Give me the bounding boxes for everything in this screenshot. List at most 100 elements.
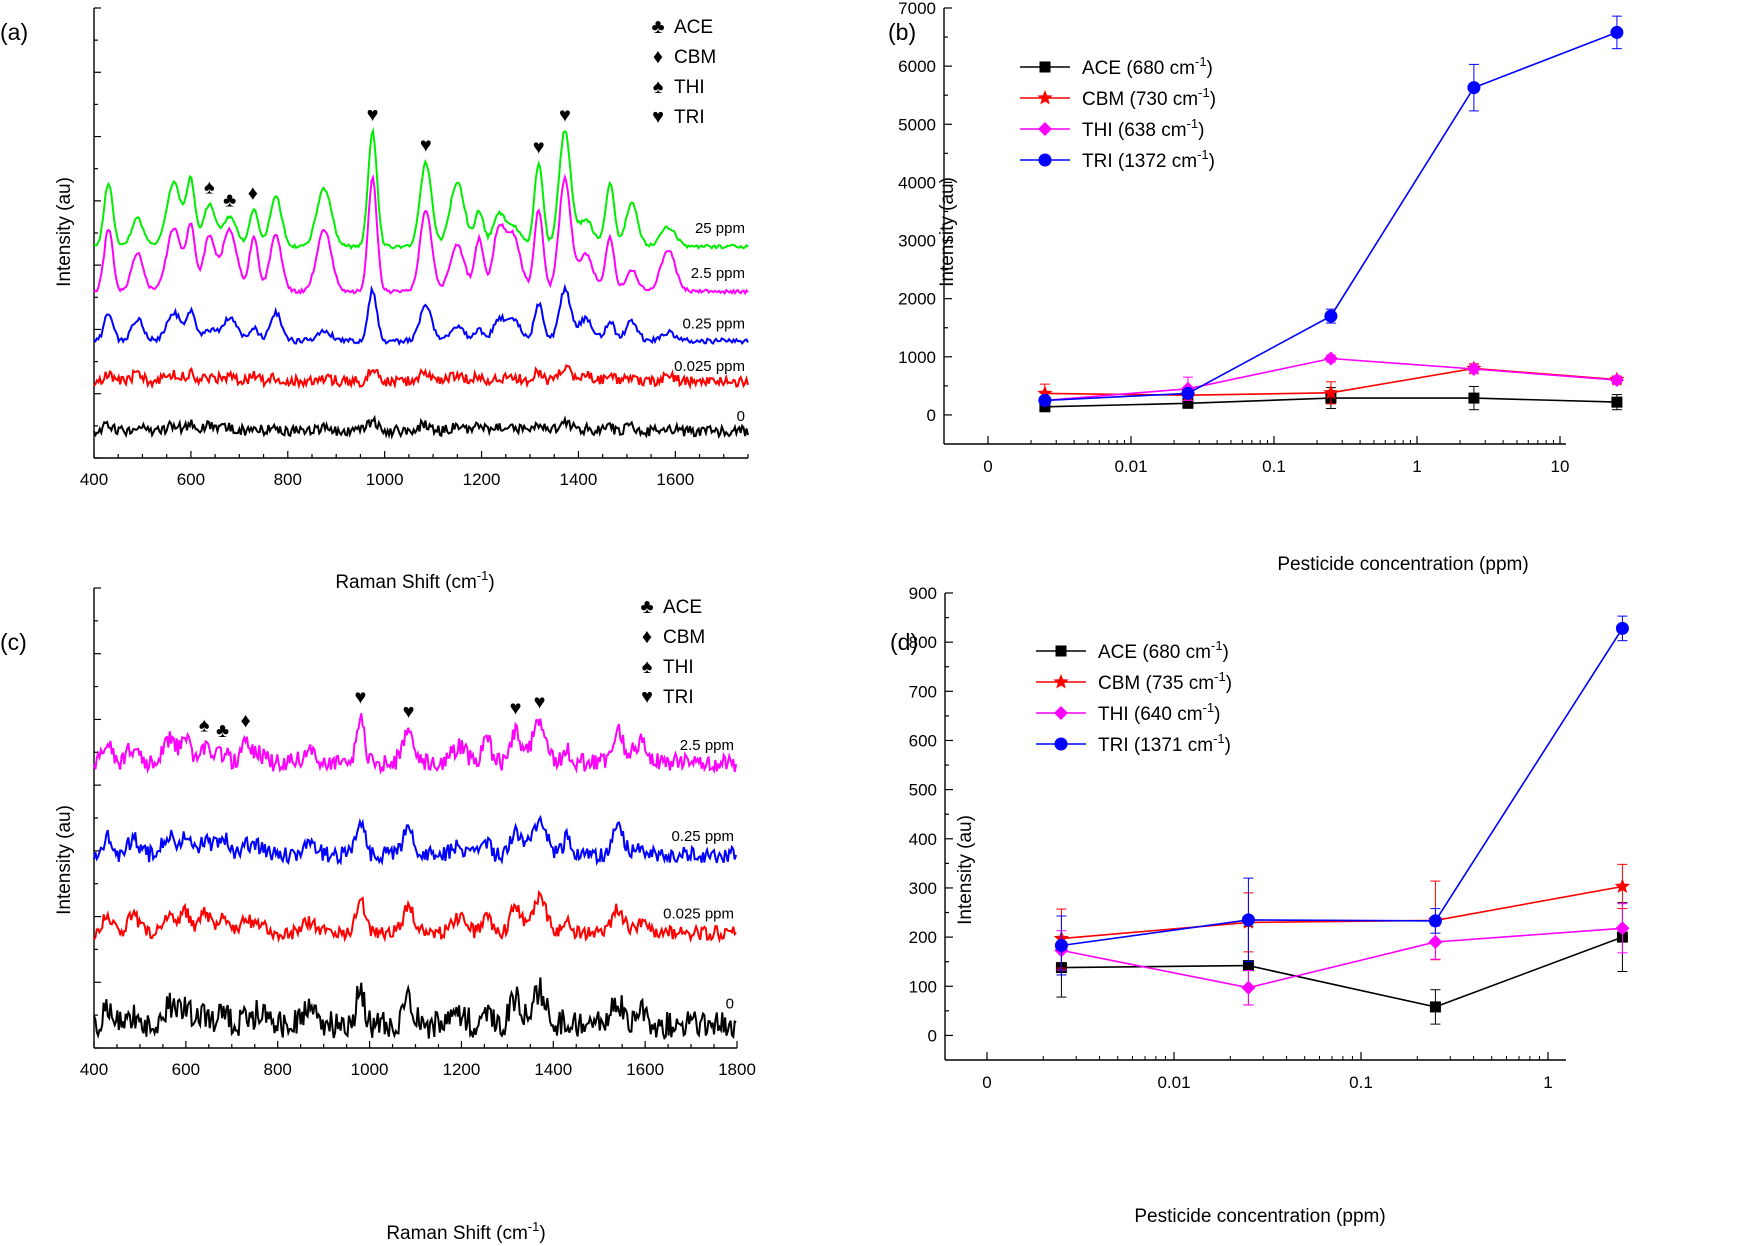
x-tick-label: 1400 <box>560 470 598 489</box>
data-point-star <box>1323 384 1339 400</box>
legend-symbol: ♠ <box>653 76 664 98</box>
spectrum-concentration-label: 0.25 ppm <box>671 828 734 845</box>
legend-label: CBM (730 cm-1) <box>1082 85 1216 110</box>
x-tick-label: 0.1 <box>1349 1073 1373 1092</box>
peak-marker-symbol: ♠ <box>199 714 210 736</box>
y-tick-label: 0 <box>928 1026 937 1045</box>
peak-marker-symbol: ♦ <box>240 710 250 732</box>
legend-symbol: ♥ <box>652 106 664 128</box>
y-tick-label: 1000 <box>898 348 936 367</box>
panel-d-plot-area: 0 100 200 300 400 500 600 700 800 900 0 0.01 0.1 1 ACE… <box>909 584 1630 1092</box>
spectrum-line <box>93 977 737 1041</box>
data-point-circle <box>1615 621 1629 635</box>
x-tick-label: 0 <box>983 457 992 476</box>
data-point-star <box>1037 385 1053 400</box>
legend-symbol: ♣ <box>640 596 653 618</box>
data-point-square <box>1182 397 1194 409</box>
y-tick-label: 400 <box>909 830 937 849</box>
data-point-diamond <box>1323 351 1338 366</box>
legend-label-close: ) <box>1214 704 1220 725</box>
data-point-circle <box>1054 737 1068 751</box>
data-point-circle <box>1467 81 1481 95</box>
legend-label: TRI <box>663 687 694 708</box>
spectrum-concentration-label: 0 <box>726 995 734 1012</box>
legend-label-close: ) <box>1226 673 1232 694</box>
data-point-diamond <box>1466 362 1481 377</box>
legend-symbol: ♠ <box>642 656 653 678</box>
y-tick-label: 100 <box>909 977 937 996</box>
panel-d-ylabel: Intensity (au) <box>955 815 976 925</box>
legend-label: ACE <box>663 597 702 618</box>
x-tick-label: 0.1 <box>1262 457 1286 476</box>
legend-label-close: ) <box>1210 89 1216 110</box>
data-point-square <box>1242 960 1254 972</box>
peak-marker-symbol: ♠ <box>204 176 215 198</box>
panel-d-label: (d) <box>890 629 918 655</box>
x-tick-label: 10 <box>1551 457 1570 476</box>
legend-label-sup: -1 <box>1198 85 1210 100</box>
spectrum-concentration-label: 0 <box>737 408 745 425</box>
y-tick-label: 900 <box>909 584 937 603</box>
y-tick-label: 4000 <box>898 173 936 192</box>
spectrum-concentration-label: 2.5 ppm <box>691 265 745 282</box>
series-line <box>1061 885 1623 940</box>
spectrum-concentration-label: 0.025 ppm <box>663 905 734 922</box>
data-point-square <box>1429 1001 1441 1013</box>
legend-label-text: CBM (730 cm <box>1082 89 1198 110</box>
x-tick-label: 600 <box>177 470 205 489</box>
data-point-diamond <box>1241 980 1256 995</box>
peak-marker-symbol: ♥ <box>533 137 545 159</box>
legend-label-sup: -1 <box>1187 116 1199 131</box>
x-tick-label: 1200 <box>463 470 501 489</box>
data-point-square <box>1611 396 1623 408</box>
legend-symbol: ♦ <box>653 46 663 68</box>
y-tick-label: 800 <box>909 633 937 652</box>
peak-marker-symbol: ♥ <box>510 697 522 719</box>
panel-d-xlabel: Pesticide concentration (ppm) <box>1134 1206 1385 1227</box>
legend-label: CBM <box>674 47 716 68</box>
peak-marker-symbol: ♥ <box>354 686 366 708</box>
data-point-diamond <box>1038 122 1052 136</box>
y-tick-label: 700 <box>909 682 937 701</box>
y-tick-label: 6000 <box>898 57 936 76</box>
legend-label: TRI (1371 cm-1) <box>1098 731 1231 756</box>
legend-label-text: ACE (680 cm <box>1098 642 1211 663</box>
peak-marker-symbol: ♥ <box>420 135 432 157</box>
panel-c: (c) 400 600 800 1000 1200 1400 1600 1800 0 0.025 … <box>0 587 756 1244</box>
panel-d: (d) 0 100 200 300 400 500 600 700 800 900 0 0.01 0.1… <box>890 584 1630 1227</box>
data-point-square <box>1039 61 1051 73</box>
spectrum-concentration-label: 0.25 ppm <box>682 315 745 332</box>
legend-label: THI (638 cm-1) <box>1082 116 1204 141</box>
legend-symbol: ♦ <box>642 626 652 648</box>
legend-label-close: ) <box>1198 120 1204 141</box>
series-line <box>1061 627 1624 947</box>
data-point-circle <box>1428 914 1442 928</box>
spectrum-line <box>93 814 738 867</box>
panel-a-plot-area: 400 600 800 1000 1200 1400 1600 0 0.025 ppm 0.25 … <box>80 7 749 489</box>
y-tick-label: 500 <box>909 781 937 800</box>
legend-label-sup: -1 <box>1214 669 1226 684</box>
data-point-diamond <box>1615 921 1630 936</box>
data-point-diamond <box>1054 706 1068 720</box>
peak-marker-symbol: ♥ <box>559 104 571 126</box>
spectrum-line <box>93 127 749 251</box>
y-tick-label: 200 <box>909 928 937 947</box>
legend-label-sup: -1 <box>1203 700 1215 715</box>
legend-label: TRI (1372 cm-1) <box>1082 147 1215 172</box>
peak-marker-symbol: ♣ <box>223 189 236 211</box>
legend-label: CBM (735 cm-1) <box>1098 669 1232 694</box>
data-point-star <box>1053 674 1069 689</box>
y-tick-label: 5000 <box>898 115 936 134</box>
data-point-star <box>1037 90 1053 105</box>
data-point-circle <box>1324 309 1338 323</box>
legend-label: ACE (680 cm-1) <box>1082 54 1213 79</box>
peak-marker-symbol: ♥ <box>534 692 546 714</box>
legend-label-sup: -1 <box>1213 731 1225 746</box>
panel-a-xlabel: Raman Shift (cm-1) <box>335 568 494 593</box>
panel-c-label: (c) <box>0 629 27 655</box>
legend-label: THI (640 cm-1) <box>1098 700 1220 725</box>
spectrum-line <box>93 889 737 944</box>
data-point-square <box>1055 645 1067 657</box>
x-tick-label: 400 <box>80 470 108 489</box>
